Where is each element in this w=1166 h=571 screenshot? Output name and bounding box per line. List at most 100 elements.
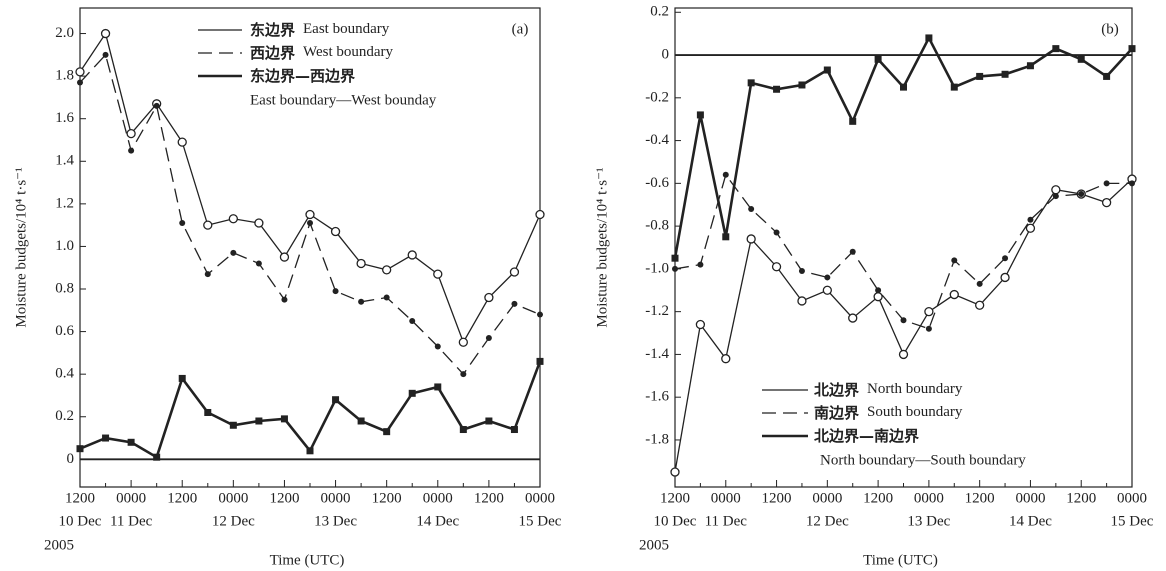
legend-name-en: North boundary—South boundary	[820, 452, 1026, 468]
marker	[358, 298, 365, 305]
x-tick-label: 1200	[372, 490, 402, 506]
marker	[128, 147, 135, 154]
marker	[1103, 180, 1110, 187]
marker	[1027, 216, 1034, 223]
marker	[898, 349, 909, 360]
marker	[1002, 255, 1009, 262]
marker	[722, 171, 729, 178]
marker	[1129, 180, 1135, 187]
marker	[307, 220, 313, 227]
marker	[773, 229, 780, 236]
y-tick-label: -1.4	[645, 346, 669, 362]
marker	[1103, 72, 1111, 80]
marker	[695, 319, 706, 330]
legend-name-en: East boundary	[303, 21, 390, 37]
marker	[177, 137, 187, 147]
marker	[383, 428, 391, 436]
legend-label: 北边界 North boundary	[814, 381, 963, 399]
y-tick-label: 0.8	[55, 280, 74, 296]
marker	[874, 55, 882, 63]
marker	[1052, 45, 1060, 53]
legend-name: 北边界	[814, 381, 859, 399]
marker	[721, 354, 731, 364]
marker	[255, 260, 262, 267]
marker	[280, 415, 288, 423]
marker	[1078, 191, 1085, 198]
marker	[873, 292, 883, 302]
y-tick-label: -1.2	[645, 303, 669, 319]
marker	[100, 28, 111, 39]
x-tick-label: 1200	[965, 490, 995, 506]
legend-label: 西边界 West boundary	[250, 44, 394, 62]
legend-name-en: West boundary	[303, 44, 394, 60]
date-label: 12 Dec	[212, 513, 255, 529]
x-tick-label: 0000	[711, 490, 741, 506]
x-tick-label: 0000	[914, 490, 944, 506]
marker	[875, 287, 882, 294]
legend-label: 东边界 East boundary	[250, 21, 390, 39]
date-label: 13 Dec	[314, 513, 357, 529]
marker	[747, 79, 755, 87]
x-tick-label: 0000	[1015, 490, 1045, 506]
x-axis-title: Time (UTC)	[863, 552, 938, 568]
legend-label: 南边界 South boundary	[814, 404, 963, 422]
marker	[77, 79, 83, 86]
marker	[822, 285, 832, 295]
marker	[1101, 197, 1112, 208]
marker	[509, 267, 520, 277]
marker	[306, 447, 314, 455]
y-axis-title: Moisture budgets/10⁴ t·s⁻¹	[13, 167, 29, 327]
marker	[536, 357, 544, 365]
legend-label: 北边界—南边界	[814, 427, 919, 445]
y-tick-label: 1.8	[55, 68, 74, 84]
y-tick-label: -0.4	[645, 132, 669, 148]
marker	[1052, 193, 1059, 200]
y-tick-label: 2.0	[55, 25, 74, 41]
marker	[748, 206, 755, 213]
panel-label: (b)	[1101, 21, 1119, 37]
marker	[1025, 223, 1036, 233]
marker	[356, 258, 366, 269]
x-tick-label: 0000	[218, 490, 248, 506]
marker	[485, 334, 492, 341]
marker	[900, 317, 907, 324]
marker	[1128, 45, 1136, 53]
y-tick-label: -0.6	[645, 175, 669, 191]
date-label: 14 Dec	[416, 513, 459, 529]
x-tick-label: 0000	[812, 490, 842, 506]
marker	[357, 417, 365, 425]
marker	[849, 248, 856, 255]
marker	[1026, 62, 1034, 70]
marker	[229, 421, 237, 429]
y-tick-label: -0.8	[645, 218, 669, 234]
marker	[305, 209, 315, 220]
date-label: 11 Dec	[705, 513, 748, 529]
marker	[722, 233, 730, 241]
marker	[697, 261, 704, 268]
y-tick-label: 0	[662, 46, 670, 62]
marker	[76, 445, 84, 453]
y-tick-label: 1.6	[55, 110, 74, 126]
marker	[204, 271, 211, 278]
marker	[824, 274, 831, 281]
marker	[383, 294, 390, 301]
marker	[900, 83, 907, 91]
marker	[773, 85, 781, 93]
x-tick-label: 0000	[321, 490, 351, 506]
x-tick-label: 1200	[269, 490, 299, 506]
marker	[332, 396, 340, 404]
marker	[924, 307, 934, 317]
date-label: 14 Dec	[1009, 513, 1052, 529]
marker	[433, 269, 443, 279]
marker	[510, 426, 518, 434]
marker	[407, 250, 417, 260]
y-tick-label: 1.2	[55, 195, 74, 211]
y-tick-label: -1.0	[645, 260, 669, 276]
marker	[535, 209, 545, 220]
date-label: 13 Dec	[907, 513, 950, 529]
marker	[771, 262, 782, 272]
marker	[1001, 70, 1009, 78]
marker	[75, 67, 85, 77]
marker	[848, 313, 858, 323]
marker	[1000, 272, 1010, 283]
